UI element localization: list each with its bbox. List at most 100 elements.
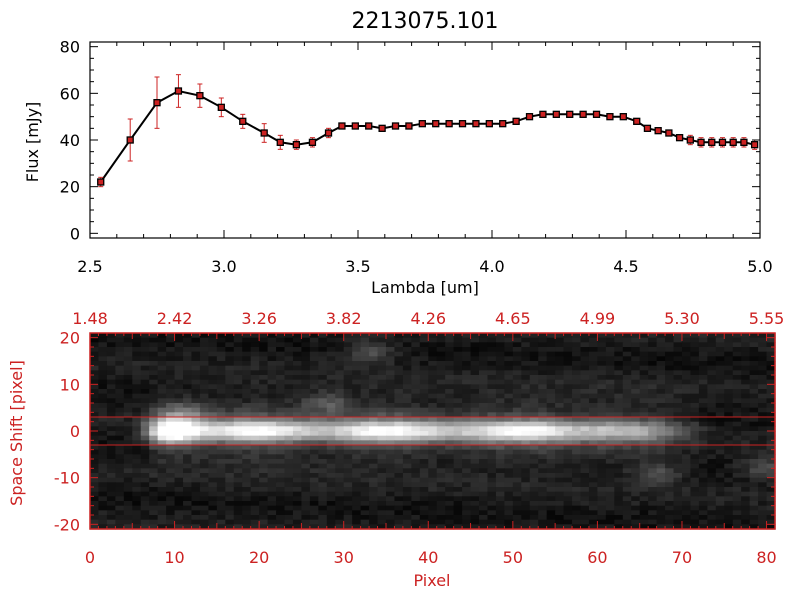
image-pixel bbox=[512, 463, 522, 469]
image-pixel bbox=[504, 463, 514, 469]
image-pixel bbox=[622, 501, 632, 507]
image-pixel bbox=[369, 505, 379, 511]
image-pixel bbox=[132, 365, 142, 371]
image-pixel bbox=[352, 384, 362, 390]
image-pixel bbox=[360, 491, 370, 497]
image-pixel bbox=[605, 337, 615, 343]
image-pixel bbox=[665, 347, 675, 353]
image-pixel bbox=[622, 463, 632, 469]
image-pixel bbox=[766, 515, 776, 521]
image-pixel bbox=[758, 375, 768, 381]
chart-title: 2213075.101 bbox=[352, 9, 499, 34]
image-pixel bbox=[216, 426, 226, 432]
image-pixel bbox=[309, 365, 319, 371]
image-pixel bbox=[166, 468, 176, 474]
image-pixel bbox=[546, 505, 556, 511]
image-pixel bbox=[149, 351, 159, 357]
image-pixel bbox=[377, 356, 387, 362]
image-pixel bbox=[555, 384, 565, 390]
image-pixel bbox=[445, 421, 455, 427]
image-pixel bbox=[724, 365, 734, 371]
image-pixel bbox=[106, 384, 116, 390]
image-pixel bbox=[267, 361, 277, 367]
image-pixel bbox=[267, 417, 277, 423]
image-pixel bbox=[123, 412, 133, 418]
image-pixel bbox=[487, 459, 497, 465]
image-pixel bbox=[419, 510, 429, 516]
image-pixel bbox=[648, 505, 658, 511]
image-pixel bbox=[208, 333, 218, 339]
image-pixel bbox=[479, 393, 489, 399]
image-pixel bbox=[199, 398, 209, 404]
image-pixel bbox=[166, 463, 176, 469]
image-pixel bbox=[411, 337, 421, 343]
image-pixel bbox=[614, 491, 624, 497]
top-tick-label: 5.30 bbox=[664, 309, 700, 328]
image-pixel bbox=[436, 473, 446, 479]
image-pixel bbox=[335, 487, 345, 493]
image-pixel bbox=[504, 524, 514, 530]
image-pixel bbox=[326, 342, 336, 348]
image-pixel bbox=[301, 337, 311, 343]
image-pixel bbox=[622, 384, 632, 390]
image-pixel bbox=[495, 440, 505, 446]
image-pixel bbox=[115, 398, 125, 404]
image-pixel bbox=[512, 431, 522, 437]
image-pixel bbox=[546, 333, 556, 339]
image-pixel bbox=[715, 389, 725, 395]
image-pixel bbox=[698, 342, 708, 348]
image-pixel bbox=[106, 487, 116, 493]
image-pixel bbox=[309, 454, 319, 460]
image-pixel bbox=[267, 463, 277, 469]
image-pixel bbox=[318, 431, 328, 437]
image-pixel bbox=[572, 487, 582, 493]
image-pixel bbox=[166, 361, 176, 367]
image-pixel bbox=[521, 379, 531, 385]
image-pixel bbox=[436, 347, 446, 353]
image-pixel bbox=[487, 417, 497, 423]
image-pixel bbox=[369, 384, 379, 390]
image-pixel bbox=[123, 459, 133, 465]
image-pixel bbox=[216, 347, 226, 353]
image-pixel bbox=[369, 347, 379, 353]
image-pixel bbox=[681, 440, 692, 446]
data-point bbox=[633, 117, 641, 125]
image-pixel bbox=[479, 342, 489, 348]
image-pixel bbox=[681, 407, 692, 413]
image-pixel bbox=[267, 384, 277, 390]
image-pixel bbox=[681, 477, 692, 483]
image-pixel bbox=[292, 375, 303, 381]
image-pixel bbox=[267, 389, 277, 395]
image-pixel bbox=[512, 398, 522, 404]
image-pixel bbox=[284, 398, 294, 404]
image-pixel bbox=[369, 351, 379, 357]
image-pixel bbox=[631, 417, 641, 423]
image-pixel bbox=[419, 505, 429, 511]
image-pixel bbox=[123, 365, 133, 371]
image-pixel bbox=[267, 431, 277, 437]
image-pixel bbox=[631, 510, 641, 516]
image-pixel bbox=[191, 389, 201, 395]
image-pixel bbox=[166, 510, 176, 516]
image-pixel bbox=[555, 393, 565, 399]
image-pixel bbox=[292, 356, 303, 362]
image-pixel bbox=[673, 515, 683, 521]
image-pixel bbox=[758, 333, 768, 339]
image-pixel bbox=[572, 505, 582, 511]
image-pixel bbox=[394, 445, 404, 451]
image-pixel bbox=[656, 351, 666, 357]
image-pixel bbox=[326, 347, 336, 353]
image-pixel bbox=[318, 435, 328, 441]
image-pixel bbox=[115, 384, 125, 390]
image-pixel bbox=[648, 417, 658, 423]
image-pixel bbox=[681, 519, 692, 525]
image-pixel bbox=[563, 426, 573, 432]
image-pixel bbox=[301, 333, 311, 339]
image-pixel bbox=[690, 384, 700, 390]
image-pixel bbox=[140, 482, 150, 488]
image-pixel bbox=[343, 454, 353, 460]
image-pixel bbox=[546, 337, 556, 343]
image-pixel bbox=[259, 384, 269, 390]
image-pixel bbox=[394, 375, 404, 381]
image-pixel bbox=[639, 342, 649, 348]
